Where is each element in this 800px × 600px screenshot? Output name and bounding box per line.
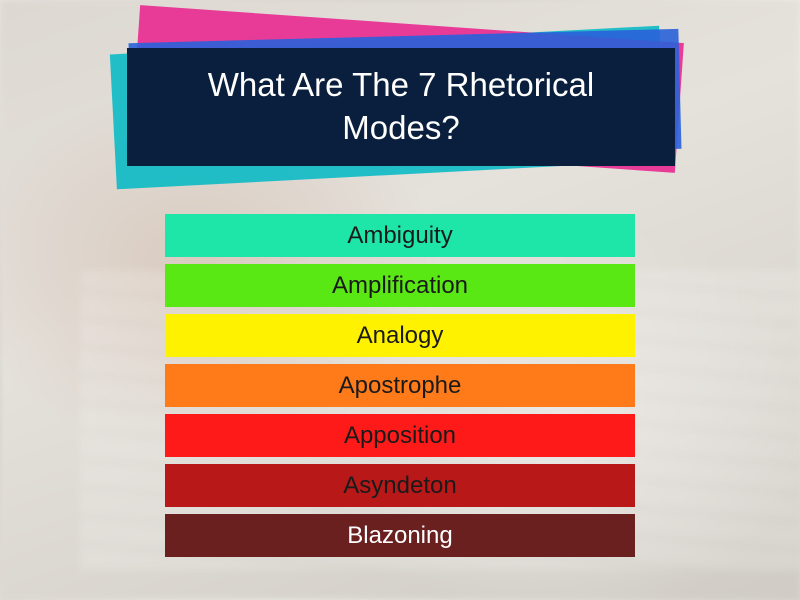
mode-bar-1: Amplification — [165, 264, 635, 307]
mode-bar-5: Asyndeton — [165, 464, 635, 507]
mode-label: Apposition — [344, 422, 456, 450]
mode-bar-3: Apostrophe — [165, 364, 635, 407]
content-wrapper: What Are The 7 Rhetorical Modes? Ambigui… — [0, 0, 800, 600]
mode-bar-2: Analogy — [165, 314, 635, 357]
title-layer-main: What Are The 7 Rhetorical Modes? — [127, 48, 675, 166]
mode-label: Asyndeton — [343, 472, 456, 500]
mode-bar-0: Ambiguity — [165, 214, 635, 257]
mode-label: Blazoning — [347, 522, 452, 550]
mode-label: Analogy — [357, 322, 444, 350]
title-banner: What Are The 7 Rhetorical Modes? — [105, 18, 695, 186]
title-text: What Are The 7 Rhetorical Modes? — [157, 64, 645, 150]
mode-label: Amplification — [332, 272, 468, 300]
mode-label: Ambiguity — [347, 222, 452, 250]
mode-label: Apostrophe — [339, 372, 462, 400]
modes-list: Ambiguity Amplification Analogy Apostrop… — [165, 214, 635, 557]
mode-bar-4: Apposition — [165, 414, 635, 457]
mode-bar-6: Blazoning — [165, 514, 635, 557]
